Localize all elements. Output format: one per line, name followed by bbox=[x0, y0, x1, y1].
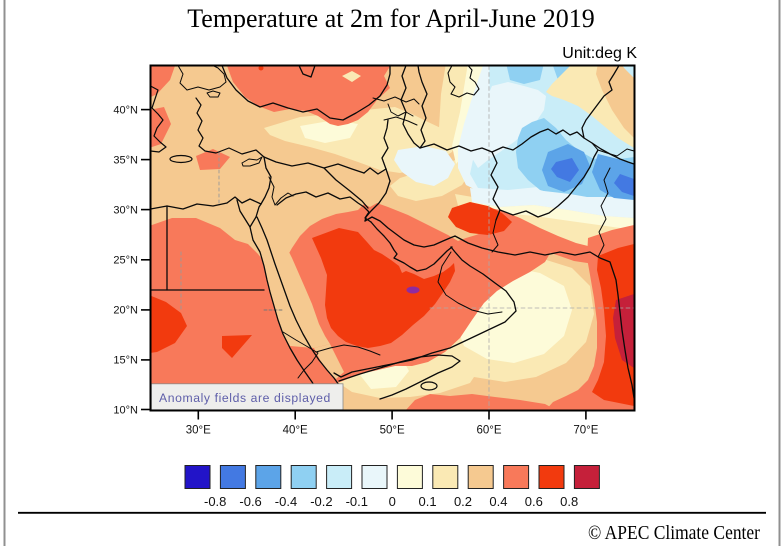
svg-text:0.8: 0.8 bbox=[560, 494, 578, 509]
svg-text:60°E: 60°E bbox=[476, 425, 501, 437]
svg-text:0.4: 0.4 bbox=[489, 494, 507, 509]
svg-text:-0.2: -0.2 bbox=[310, 494, 332, 509]
svg-text:-0.6: -0.6 bbox=[239, 494, 261, 509]
svg-text:40°N: 40°N bbox=[113, 104, 138, 116]
svg-text:35°N: 35°N bbox=[113, 154, 138, 166]
svg-text:0.2: 0.2 bbox=[454, 494, 472, 509]
svg-text:Temperature at 2m for April-Ju: Temperature at 2m for April-June 2019 bbox=[187, 4, 595, 33]
svg-text:50°E: 50°E bbox=[380, 425, 405, 437]
svg-text:25°N: 25°N bbox=[113, 255, 138, 267]
svg-text:40°E: 40°E bbox=[283, 425, 308, 437]
svg-text:-0.8: -0.8 bbox=[204, 494, 226, 509]
svg-text:10°N: 10°N bbox=[113, 404, 138, 416]
svg-text:0.1: 0.1 bbox=[419, 494, 437, 509]
svg-text:-0.1: -0.1 bbox=[346, 494, 368, 509]
svg-text:30°N: 30°N bbox=[113, 204, 138, 216]
svg-text:15°N: 15°N bbox=[113, 355, 138, 367]
svg-text:0: 0 bbox=[389, 494, 396, 509]
svg-text:20°N: 20°N bbox=[113, 305, 138, 317]
svg-text:30°E: 30°E bbox=[186, 425, 211, 437]
svg-text:Anomaly fields are displayed: Anomaly fields are displayed bbox=[159, 391, 331, 405]
svg-text:0.6: 0.6 bbox=[525, 494, 543, 509]
svg-text:© APEC Climate Center: © APEC Climate Center bbox=[588, 522, 760, 544]
svg-text:-0.4: -0.4 bbox=[275, 494, 297, 509]
svg-text:Unit:deg K: Unit:deg K bbox=[562, 45, 637, 62]
svg-text:70°E: 70°E bbox=[573, 425, 598, 437]
